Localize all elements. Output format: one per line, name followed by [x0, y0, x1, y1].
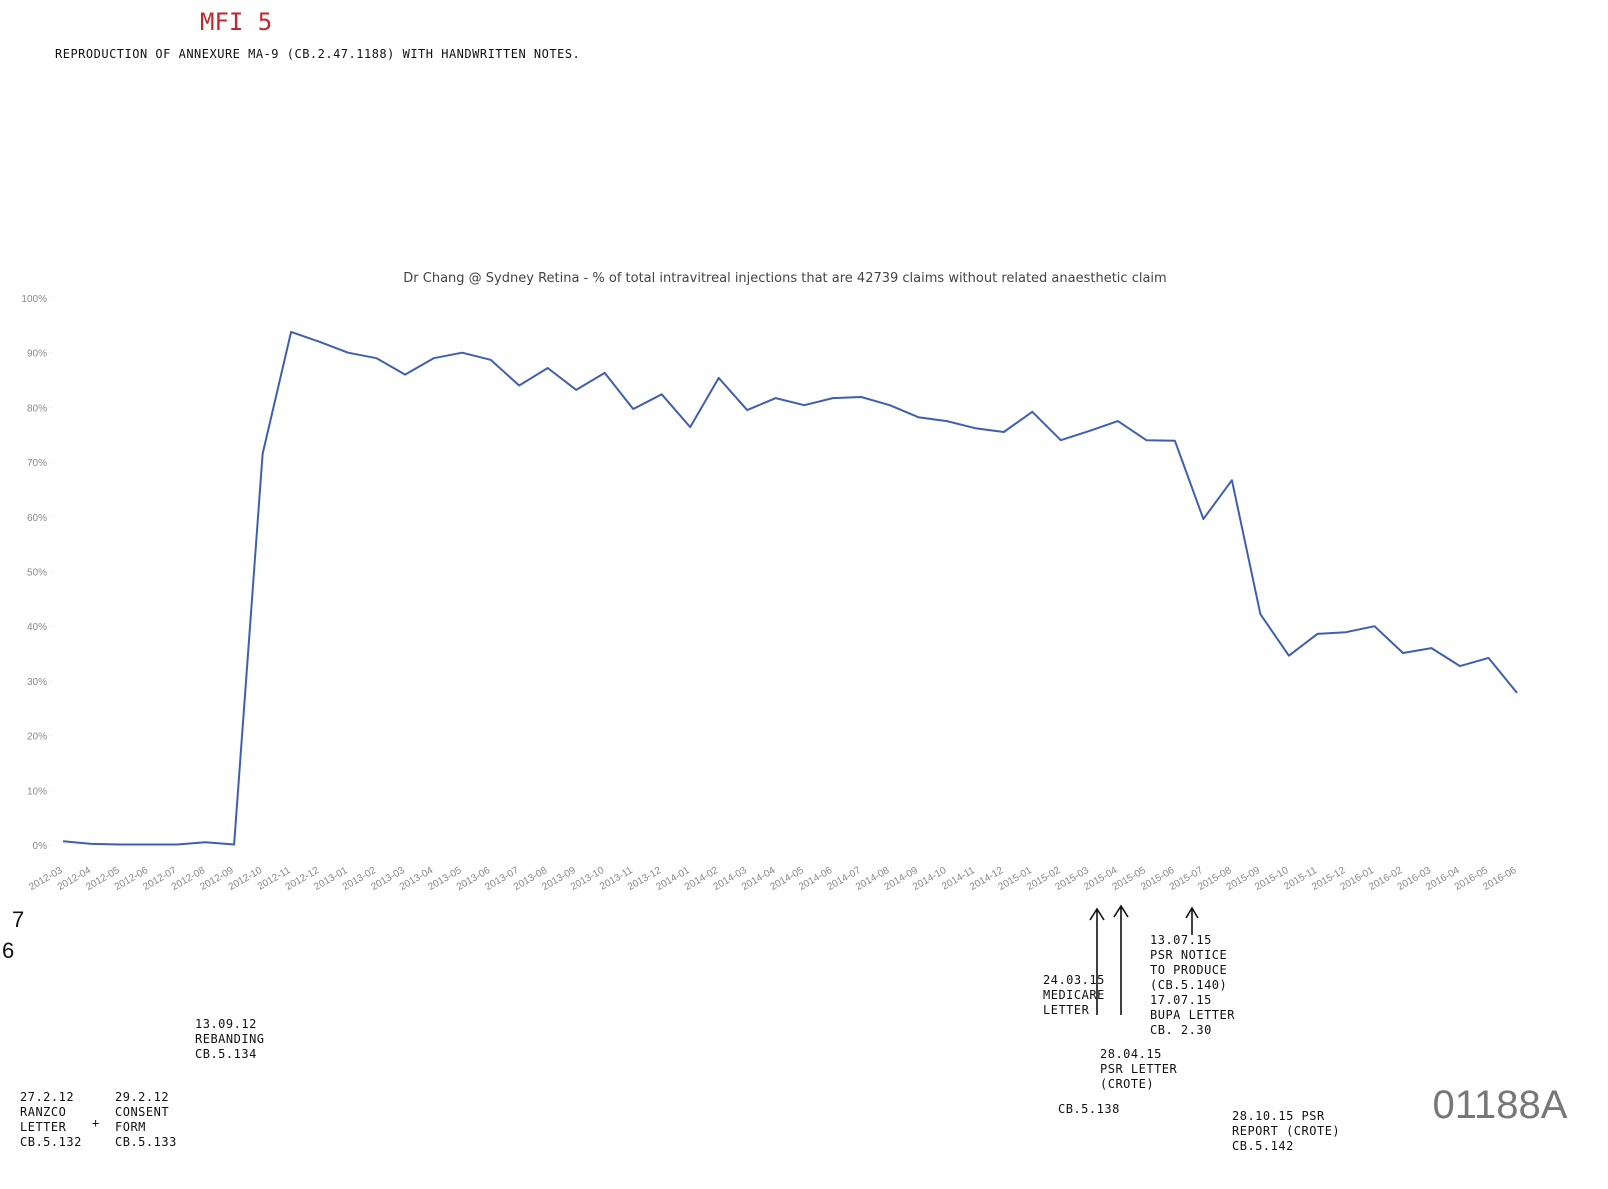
- handwritten-note: CONSENT: [115, 1105, 169, 1119]
- y-tick-label: 20%: [27, 732, 47, 743]
- arrow: [1113, 904, 1129, 1015]
- y-tick-label: 80%: [27, 403, 47, 414]
- handwritten-note: 17.07.15: [1150, 993, 1212, 1007]
- handwritten-note: LETTER: [1043, 1003, 1090, 1017]
- handwritten-note: LETTER: [20, 1120, 67, 1134]
- handwritten-note: (CROTE): [1100, 1077, 1154, 1091]
- handwritten-note: 28.10.15 PSR: [1232, 1109, 1325, 1123]
- handwritten-note: REPORT (CROTE): [1232, 1124, 1340, 1138]
- exhibit-mark: MFI 5: [200, 8, 272, 36]
- y-tick-label: 70%: [27, 458, 47, 469]
- handwritten-note: BUPA LETTER: [1150, 1008, 1235, 1022]
- handwritten-note: 29.2.12: [115, 1090, 169, 1104]
- page-number: 01188A: [1433, 1083, 1568, 1127]
- data-line: [62, 330, 1518, 846]
- handwritten-note: 24.03.15: [1043, 973, 1105, 987]
- y-tick-label: 40%: [27, 622, 47, 633]
- chart-title: Dr Chang @ Sydney Retina - % of total in…: [403, 271, 1166, 286]
- handwritten-note: PSR NOTICE: [1150, 948, 1227, 962]
- x-tick-label: 2016-06: [1481, 865, 1519, 893]
- handwritten-note: 28.04.15: [1100, 1047, 1162, 1061]
- y-tick-label: 100%: [21, 294, 47, 305]
- handwritten-note: CB.5.132: [20, 1135, 82, 1149]
- handwritten-note: MEDICARE: [1043, 988, 1105, 1002]
- handwritten-note: CB.5.133: [115, 1135, 177, 1149]
- y-tick-label: 50%: [27, 568, 47, 579]
- handwritten-note: REBANDING: [195, 1032, 265, 1046]
- y-tick-label: 10%: [27, 786, 47, 797]
- handwritten-note: 13.07.15: [1150, 933, 1212, 947]
- arrow: [1089, 907, 1105, 1015]
- handwritten-note: CB.5.138: [1058, 1102, 1120, 1116]
- margin-mark: 6: [2, 938, 14, 963]
- handwritten-note: TO PRODUCE: [1150, 963, 1227, 977]
- handwritten-note: PSR LETTER: [1100, 1062, 1178, 1076]
- y-tick-label: 90%: [27, 349, 47, 360]
- handwritten-note: 13.09.12: [195, 1017, 257, 1031]
- y-tick-label: 0%: [33, 841, 48, 852]
- y-tick-label: 60%: [27, 513, 47, 524]
- arrow: [1185, 906, 1199, 935]
- handwritten-note: FORM: [115, 1120, 146, 1134]
- handwritten-note: 27.2.12: [20, 1090, 74, 1104]
- handwritten-note: +: [92, 1116, 100, 1130]
- handwritten-note: CB.5.134: [195, 1047, 257, 1061]
- y-tick-label: 30%: [27, 677, 47, 688]
- margin-mark: 7: [12, 907, 24, 932]
- arrows: [1089, 904, 1199, 1015]
- document-title: REPRODUCTION OF ANNEXURE MA-9 (CB.2.47.1…: [55, 47, 580, 61]
- handwritten-note: CB. 2.30: [1150, 1023, 1212, 1037]
- handwritten-note: RANZCO: [20, 1105, 66, 1119]
- handwritten-note: CB.5.142: [1232, 1139, 1294, 1153]
- handwritten-note: (CB.5.140): [1150, 978, 1227, 992]
